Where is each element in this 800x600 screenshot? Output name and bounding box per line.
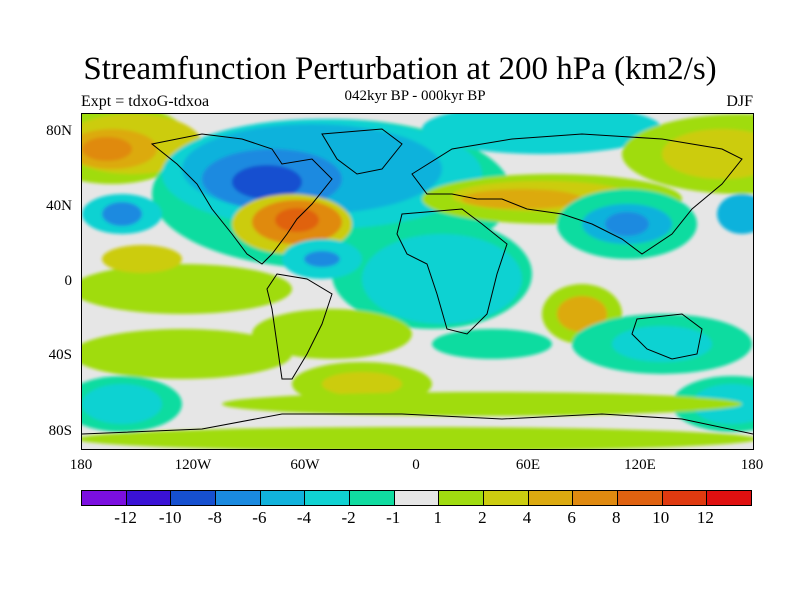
antarctica-outline	[82, 413, 753, 435]
contour-fills	[82, 114, 753, 449]
lon-label-180w: 180	[69, 457, 93, 473]
lon-label-0: 0	[412, 457, 420, 473]
colorbar-box	[216, 491, 261, 505]
continent-outlines	[82, 128, 753, 435]
colorbar-box	[573, 491, 619, 505]
lon-label-120e: 120E	[624, 457, 656, 473]
lon-label-180e: 180	[740, 457, 764, 473]
lon-label-60e: 60E	[515, 457, 541, 473]
colorbar-box	[82, 491, 127, 505]
colorbar-label: -2	[341, 508, 356, 527]
colorbar-box	[394, 491, 440, 505]
colorbar-box	[439, 491, 485, 505]
colorbar-box	[707, 491, 752, 505]
season-label: DJF	[726, 93, 753, 110]
colorbar-box	[305, 491, 351, 505]
colorbar-box	[528, 491, 574, 505]
colorbar-label: 10	[652, 508, 670, 527]
colorbar-label: 8	[611, 508, 621, 527]
eurasia-outline	[411, 133, 743, 255]
colorbar-label: 4	[522, 508, 532, 527]
colorbar-box	[126, 491, 172, 505]
plot-title: Streamfunction Perturbation at 200 hPa (…	[83, 51, 717, 87]
lat-label-40s: 40S	[48, 347, 72, 363]
colorbar-label: -12	[114, 508, 137, 527]
colorbar-label: -10	[158, 508, 182, 527]
contour-map	[81, 113, 754, 450]
africa-outline	[396, 208, 508, 335]
colorbar-box	[171, 491, 217, 505]
australia-outline	[631, 313, 703, 360]
lon-label-120w: 120W	[174, 457, 212, 473]
lat-label-80s: 80S	[48, 423, 72, 439]
colorbar-label: -1	[386, 508, 401, 527]
colorbar-box	[350, 491, 395, 505]
lon-label-60w: 60W	[290, 457, 320, 473]
colorbar-box	[618, 491, 663, 505]
south-america-outline	[266, 273, 333, 380]
lat-label-0: 0	[64, 273, 73, 289]
colorbar-label: 12	[696, 508, 714, 527]
map-svg	[82, 114, 753, 449]
experiment-label: Expt = tdxoG-tdxoa	[81, 93, 210, 110]
colorbar-label: -4	[296, 508, 312, 527]
plot-subtitle: 042kyr BP - 000kyr BP	[344, 88, 486, 104]
colorbar-label: -6	[252, 508, 267, 527]
colorbar	[81, 490, 752, 506]
north-america-outline	[150, 133, 333, 265]
colorbar-label: -8	[207, 508, 222, 527]
colorbar-label: 1	[433, 508, 443, 527]
colorbar-label: 6	[567, 508, 576, 527]
greenland-outline	[321, 128, 403, 175]
colorbar-label: 2	[478, 508, 487, 527]
lat-label-40n: 40N	[46, 198, 72, 214]
colorbar-box	[662, 491, 708, 505]
lat-label-80n: 80N	[46, 123, 72, 139]
colorbar-box	[484, 491, 529, 505]
colorbar-box	[260, 491, 306, 505]
